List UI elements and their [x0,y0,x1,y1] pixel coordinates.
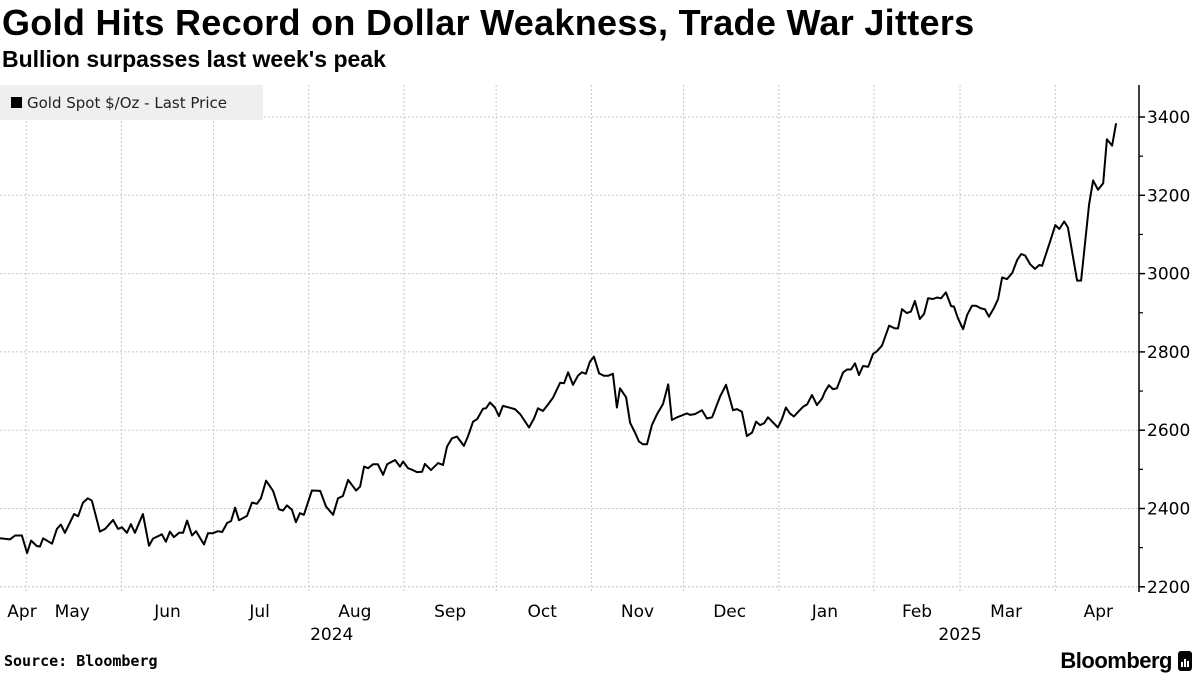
source-note: Source: Bloomberg [4,652,158,670]
x-tick-label: Jun [153,602,181,622]
bloomberg-logo: Bloomberg [1060,648,1192,674]
x-tick-label: Jul [248,602,270,622]
legend-label: Gold Spot $/Oz - Last Price [27,93,227,112]
x-tick-label: Oct [528,602,558,622]
chart-subtitle: Bullion surpasses last week's peak [2,46,386,72]
x-tick-label: Apr [1084,602,1113,622]
y-tick-label: 2200 [1147,578,1190,598]
brand-name: Bloomberg [1060,648,1172,673]
x-tick-label: Sep [434,602,466,622]
legend: Gold Spot $/Oz - Last Price [0,85,263,120]
y-tick-label: 2800 [1147,343,1190,363]
x-tick-label: Nov [621,602,654,622]
y-tick-label: 3000 [1147,265,1190,285]
x-tick-label: Jan [811,602,838,622]
x-year-label: 2024 [310,625,353,645]
series-line-gold-spot [0,123,1118,555]
y-tick-label: 2400 [1147,500,1190,520]
x-tick-label: Apr [7,602,36,622]
x-tick-label: Feb [902,602,932,622]
x-tick-label: Dec [713,602,746,622]
x-tick-label: Mar [990,602,1022,622]
x-tick-label: May [55,602,90,622]
bloomberg-chart-icon [1178,651,1192,671]
y-tick-label: 3400 [1147,108,1190,128]
x-tick-label: Aug [338,602,371,622]
data-points [0,123,1117,554]
chart-title: Gold Hits Record on Dollar Weakness, Tra… [2,2,975,43]
y-tick-label: 2600 [1147,421,1190,441]
legend-swatch-icon [11,97,22,108]
y-tick-label: 3200 [1147,186,1190,206]
x-year-label: 2025 [938,625,981,645]
